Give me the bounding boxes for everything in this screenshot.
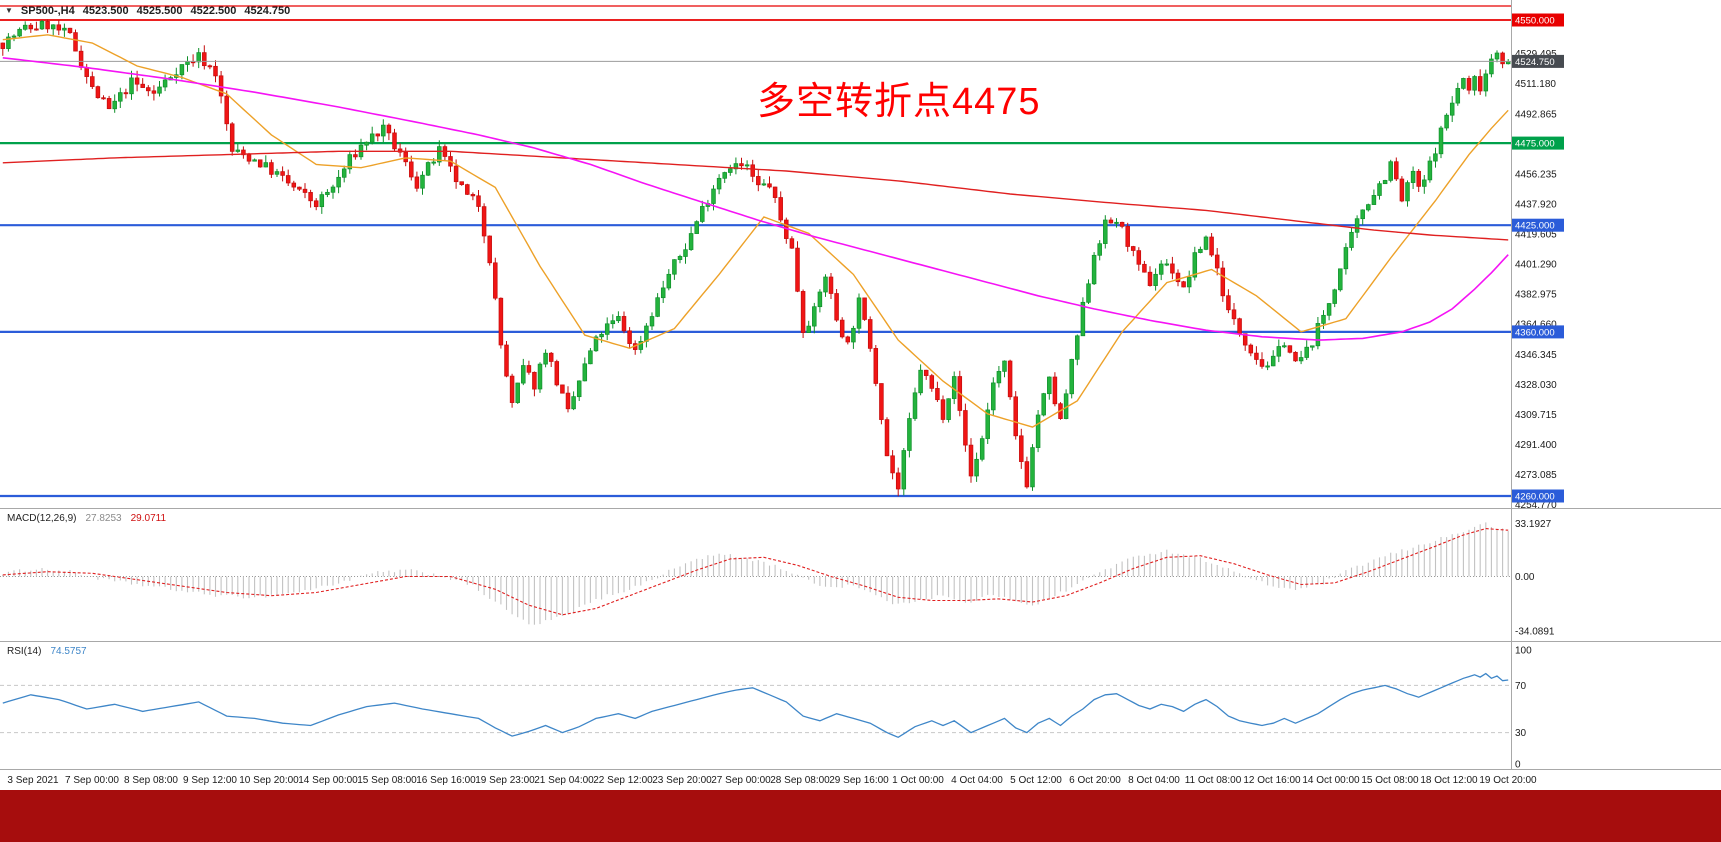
time-axis-label: 28 Sep 08:00: [770, 775, 830, 786]
ma-slower-magenta: [2, 57, 1509, 341]
price-tick-label: 4529.495: [1515, 49, 1557, 60]
symbol-quote-line: ▼ SP500-,H4 4523.500 4525.500 4522.500 4…: [5, 5, 290, 17]
price-badge-label: 4524.750: [1515, 57, 1555, 68]
rsi-tick-label: 30: [1515, 728, 1527, 739]
ma-slow-red: [2, 150, 1509, 241]
price-badge: [1512, 489, 1564, 503]
candles: [0, 19, 1511, 497]
price-tick-label: 4273.085: [1515, 470, 1557, 481]
price-tick-label: 4382.975: [1515, 290, 1557, 301]
price-tick-label: 4328.030: [1515, 380, 1557, 391]
price-tick-label: 4511.180: [1515, 79, 1556, 90]
time-axis-label: 12 Oct 16:00: [1243, 775, 1301, 786]
price-badge-label: 4260.000: [1515, 492, 1555, 503]
rsi-line: [2, 672, 1509, 739]
time-axis-label: 6 Oct 20:00: [1069, 775, 1121, 786]
price-tick-label: 4364.660: [1515, 320, 1557, 331]
time-axis-label: 15 Sep 08:00: [357, 775, 417, 786]
rsi-panel[interactable]: 100 70 30 0: [0, 641, 1721, 770]
price-tick-label: 4309.715: [1515, 410, 1557, 421]
price-badge: [1512, 54, 1564, 68]
annotation-text[interactable]: 多空转折点4475: [757, 81, 1041, 123]
time-axis-label: 5 Oct 12:00: [1010, 775, 1062, 786]
time-axis-label: 14 Sep 00:00: [298, 775, 358, 786]
macd-tick-label: -34.0891: [1515, 626, 1555, 637]
time-axis-label: 27 Sep 00:00: [711, 775, 771, 786]
time-axis-label: 14 Oct 00:00: [1302, 775, 1360, 786]
macd-signal-line: [2, 528, 1509, 616]
price-tick-label: 4346.345: [1515, 350, 1557, 361]
time-axis-label: 21 Sep 04:00: [534, 775, 594, 786]
macd-panel[interactable]: 33.1927 0.00 -34.0891: [0, 508, 1721, 641]
price-tick-label: 4492.865: [1515, 109, 1557, 120]
time-axis-label: 11 Oct 08:00: [1185, 775, 1242, 786]
price-badge: [1512, 136, 1564, 150]
rsi-tick-label: 70: [1515, 681, 1527, 692]
price-badge-label: 4425.000: [1515, 221, 1555, 232]
price-chart-panel[interactable]: 4529.4954511.1804492.8654474.5504456.235…: [0, 0, 1721, 508]
time-axis-label: 19 Sep 23:00: [475, 775, 535, 786]
time-axis-label: 23 Sep 20:00: [652, 775, 712, 786]
price-badge-label: 4550.000: [1515, 16, 1555, 27]
ma-fast-orange: [2, 34, 1509, 428]
rsi-indicator-label: RSI(14) 74.5757: [7, 646, 87, 657]
footer-bar: [0, 790, 1721, 842]
time-axis-label: 7 Sep 00:00: [65, 775, 119, 786]
quote-low: 4522.500: [190, 5, 237, 17]
time-axis-label: 10 Sep 20:00: [239, 775, 299, 786]
price-tick-label: 4401.290: [1515, 260, 1557, 271]
quote-close: 4524.750: [244, 5, 291, 17]
time-axis-label: 29 Sep 16:00: [829, 775, 889, 786]
macd-main-value: 27.8253: [85, 513, 122, 524]
rsi-name: RSI(14): [7, 646, 42, 657]
price-badge-label: 4475.000: [1515, 139, 1555, 150]
price-tick-label: 4419.605: [1515, 230, 1557, 241]
price-badge-label: 4360.000: [1515, 327, 1555, 338]
time-axis-label: 22 Sep 12:00: [593, 775, 653, 786]
time-axis-label: 15 Oct 08:00: [1361, 775, 1419, 786]
quote-open: 4523.500: [82, 5, 129, 17]
time-axis: 3 Sep 2021 7 Sep 00:00 8 Sep 08:00 9 Sep 12…: [7, 775, 1537, 786]
price-tick-label: 4254.770: [1515, 500, 1557, 508]
time-axis-label: 8 Oct 04:00: [1128, 775, 1180, 786]
macd-name: MACD(12,26,9): [7, 513, 77, 524]
time-axis-label: 8 Sep 08:00: [124, 775, 178, 786]
rsi-tick-label: 0: [1515, 760, 1521, 771]
price-tick-label: 4456.235: [1515, 169, 1557, 180]
quote-high: 4525.500: [136, 5, 183, 17]
macd-histogram: [2, 522, 1509, 625]
time-axis-label: 19 Oct 20:00: [1479, 775, 1537, 786]
price-tick-label: 4437.920: [1515, 199, 1557, 210]
macd-tick-label: 33.1927: [1515, 519, 1552, 530]
symbol-dropdown-icon[interactable]: ▼: [5, 5, 13, 15]
macd-tick-label: 0.00: [1515, 572, 1535, 583]
macd-signal-value: 29.0711: [130, 513, 167, 524]
price-tick-label: 4291.400: [1515, 440, 1557, 451]
price-badge: [1512, 218, 1564, 232]
price-badge: [1512, 13, 1564, 27]
time-axis-label: 3 Sep 2021: [7, 775, 59, 786]
macd-indicator-label: MACD(12,26,9) 27.8253 29.0711: [7, 513, 166, 524]
time-axis-label: 9 Sep 12:00: [183, 775, 237, 786]
symbol-period: SP500-,H4: [20, 5, 75, 17]
rsi-tick-label: 100: [1515, 646, 1532, 657]
time-axis-label: 4 Oct 04:00: [951, 775, 1003, 786]
time-axis-label: 1 Oct 00:00: [892, 775, 944, 786]
rsi-value: 74.5757: [50, 646, 87, 657]
time-axis-label: 18 Oct 12:00: [1420, 775, 1478, 786]
price-badge: [1512, 325, 1564, 339]
time-axis-label: 16 Sep 16:00: [416, 775, 476, 786]
